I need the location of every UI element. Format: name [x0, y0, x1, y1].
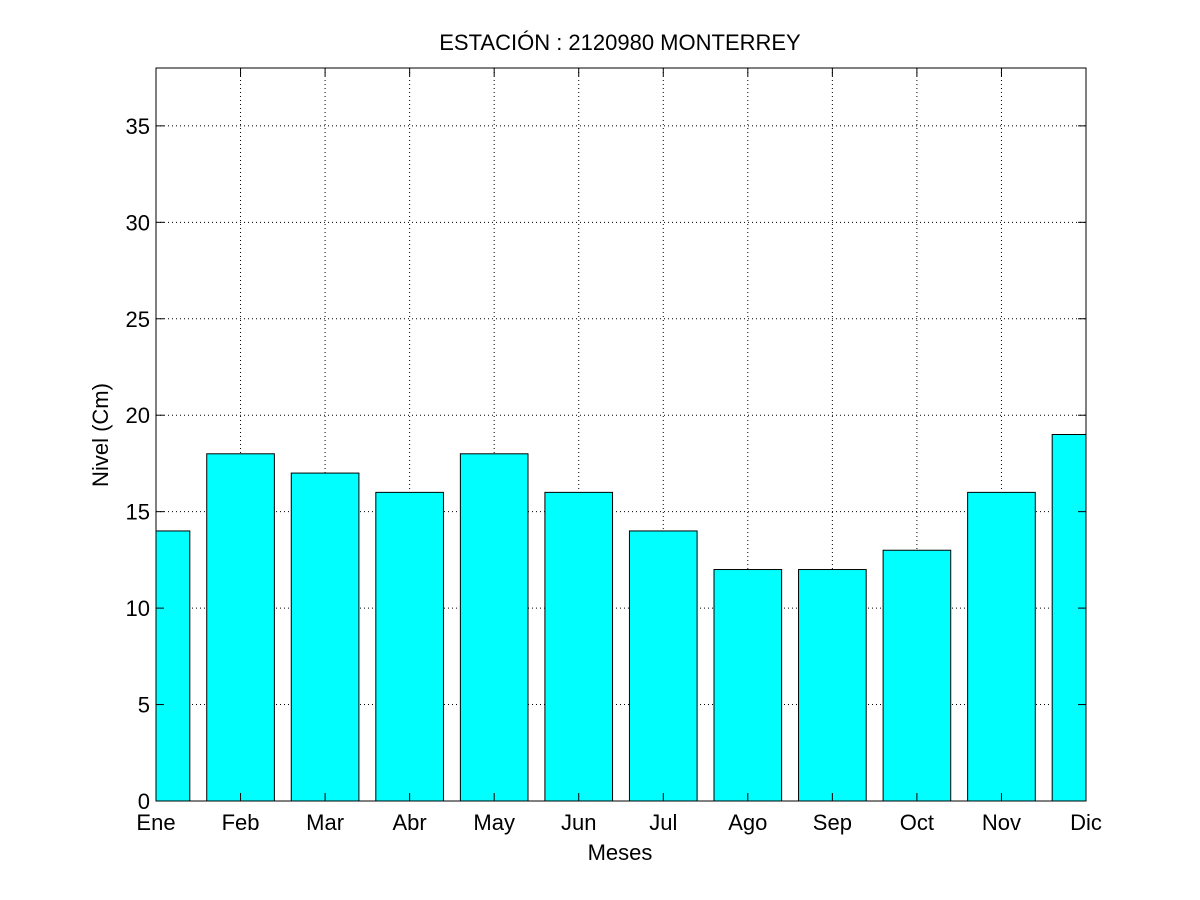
- y-axis-label: Nivel (Cm): [88, 383, 113, 487]
- plot-frame: [155, 67, 1087, 802]
- bar-ago: [713, 569, 783, 801]
- bar-abr: [375, 491, 444, 801]
- bar-mar: [290, 472, 360, 801]
- x-tick-label: Jul: [649, 810, 677, 835]
- x-tick-label: Oct: [900, 810, 934, 835]
- bar-may: [459, 453, 529, 801]
- x-tick-label: Sep: [813, 810, 852, 835]
- x-tick-label: Nov: [982, 810, 1021, 835]
- y-tick-label: 5: [138, 693, 150, 718]
- y-tick-label: 10: [126, 596, 150, 621]
- x-tick-label: Ene: [136, 810, 175, 835]
- x-axis-ticks: Ene Feb Mar Abr May Jun Jul Ago Sep Oct Nov Dic: [136, 68, 1102, 835]
- bar-nov: [967, 491, 1036, 801]
- bar-layer: [156, 434, 1086, 801]
- x-tick-label: Feb: [222, 810, 260, 835]
- bar-dic: [1051, 434, 1086, 801]
- y-tick-label: 0: [138, 789, 150, 814]
- x-tick-label: May: [473, 810, 515, 835]
- x-tick-label: Dic: [1070, 810, 1102, 835]
- y-tick-label: 20: [126, 403, 150, 428]
- bar-jul: [628, 530, 698, 801]
- x-axis-label: Meses: [588, 840, 653, 865]
- y-tick-label: 15: [126, 500, 150, 525]
- x-tick-label: Abr: [393, 810, 427, 835]
- chart-title: ESTACIÓN : 2120980 MONTERREY: [439, 30, 801, 55]
- bar-jun: [544, 491, 614, 801]
- x-tick-label: Jun: [561, 810, 596, 835]
- x-tick-label: Mar: [306, 810, 344, 835]
- x-tick-label: Ago: [728, 810, 767, 835]
- y-axis-ticks: 0 5 10 15 20 25 30 35: [126, 114, 1086, 814]
- bar-ene: [156, 530, 191, 801]
- y-tick-label: 35: [126, 114, 150, 139]
- bar-sep: [798, 569, 867, 801]
- y-tick-label: 25: [126, 307, 150, 332]
- bar-oct: [882, 549, 952, 801]
- y-tick-label: 30: [126, 210, 150, 235]
- bar-feb: [206, 453, 275, 801]
